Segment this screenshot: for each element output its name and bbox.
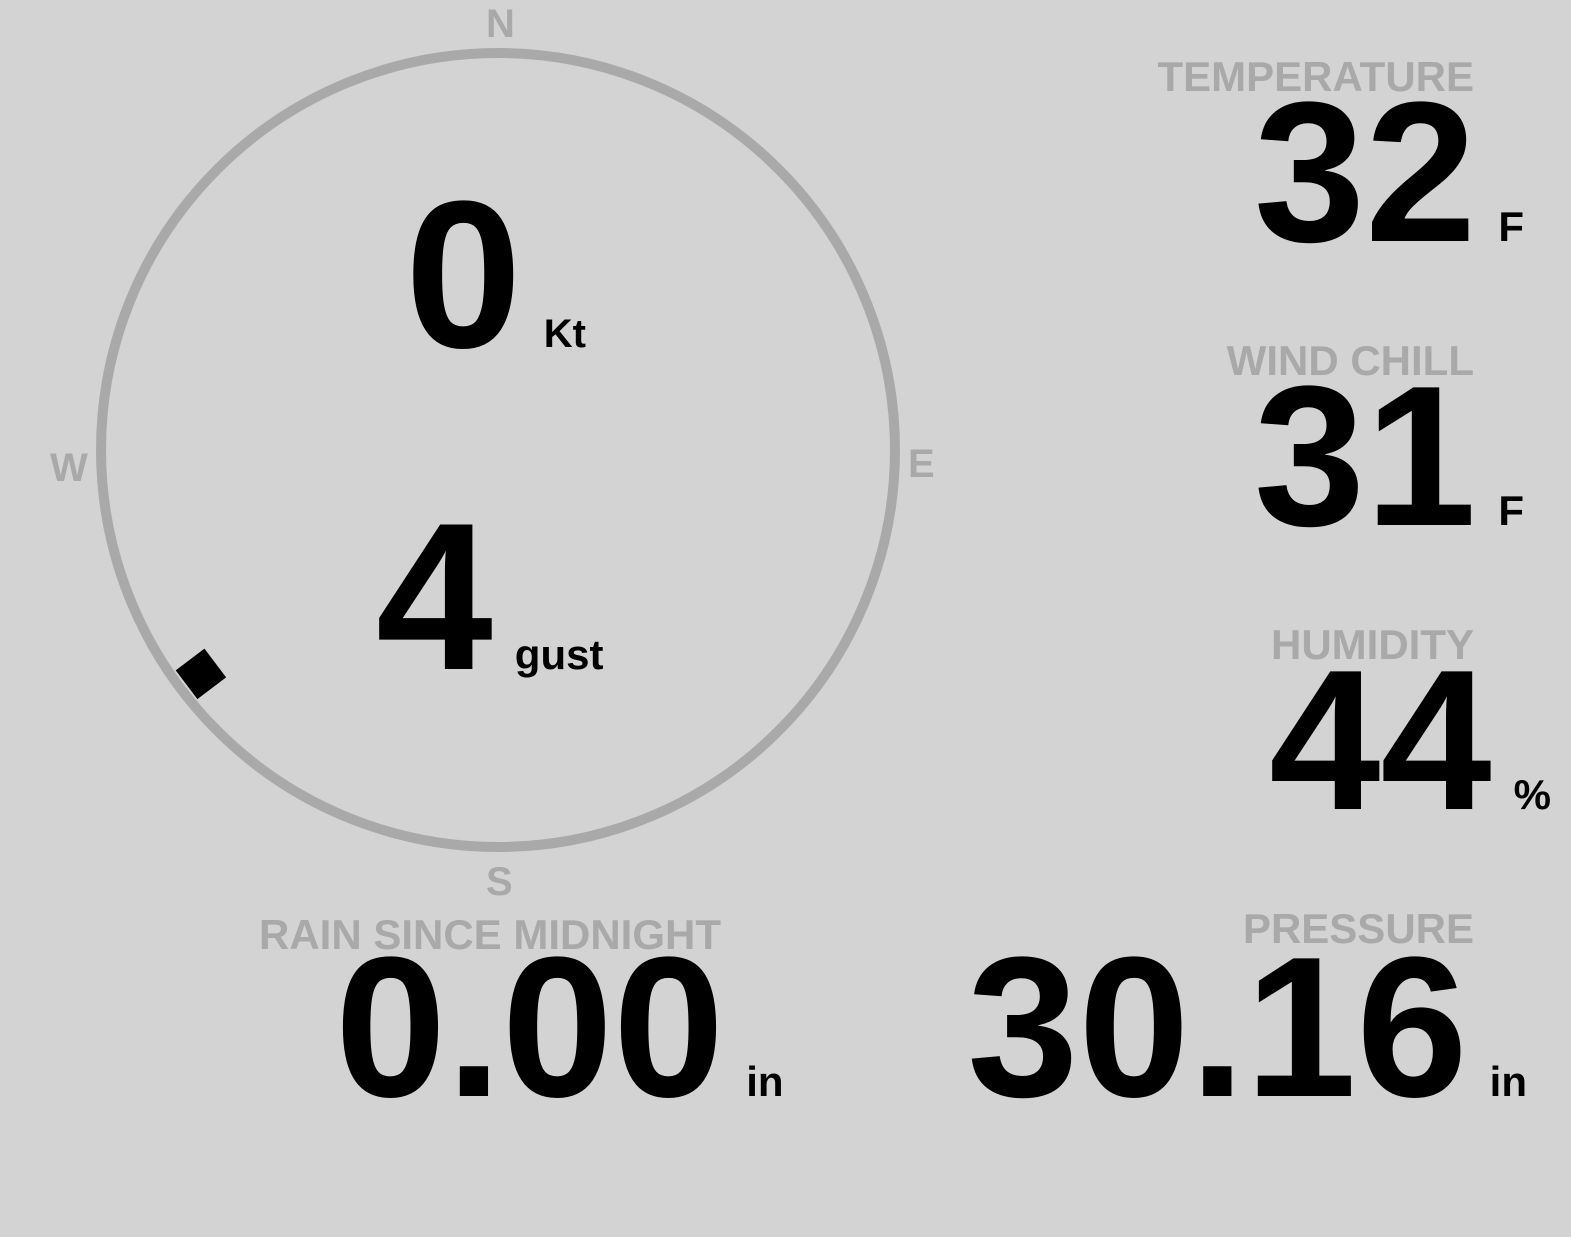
compass-ring [96,48,900,852]
compass-west: W [50,446,88,490]
pressure-group: 30.16 in [967,928,1527,1128]
wind-speed-value: 0 [405,157,522,392]
wind-direction-marker [175,648,227,700]
temperature-label: TEMPERATURE [1157,53,1474,100]
rain-unit: in [746,1058,784,1105]
wind-gust-value: 4 [376,479,493,714]
compass-east: E [908,442,935,486]
wind-chill-unit: F [1498,487,1524,534]
wind-chill-label: WIND CHILL [1226,337,1474,384]
humidity-unit: % [1513,771,1551,818]
compass-north: N [486,2,515,46]
compass-south: S [486,860,513,904]
wind-speed-unit: Kt [543,312,587,356]
rain-group: 0.00 in [335,928,784,1128]
wind-gust-unit: gust [514,631,604,678]
rain-value: 0.00 [335,916,725,1139]
wind-chill-group: 31 F [1254,357,1524,557]
wind-chill-value: 31 [1253,345,1477,568]
humidity-value: 44 [1269,629,1492,852]
wind-compass-dial [96,48,900,852]
wind-gust-group: 4 gust [376,492,603,702]
temperature-unit: F [1498,203,1524,250]
pressure-label: PRESSURE [1242,905,1474,952]
temperature-value: 32 [1253,61,1477,284]
humidity-label: HUMIDITY [1271,621,1474,668]
temperature-group: 32 F [1254,73,1524,273]
pressure-unit: in [1489,1058,1527,1105]
rain-label: RAIN SINCE MIDNIGHT [259,911,721,958]
wind-speed-group: 0 Kt [405,170,586,380]
humidity-group: 44 % [1269,641,1551,841]
pressure-value: 30.16 [967,916,1468,1139]
